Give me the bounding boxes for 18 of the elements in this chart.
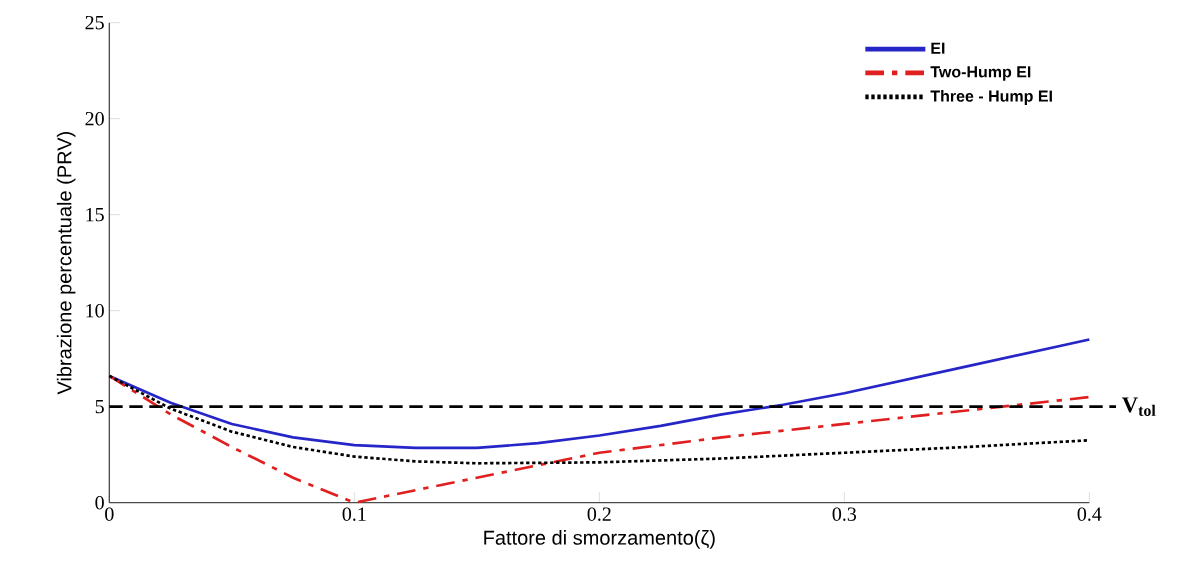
y-tick-label: 25 — [85, 15, 104, 30]
y-tick-label: 15 — [86, 207, 104, 222]
x-tick-label: 0 — [105, 507, 114, 521]
x-tick-label: 0.2 — [587, 507, 611, 521]
y-tick-label: 0 — [95, 495, 104, 510]
legend-label: EI — [931, 42, 945, 54]
y-tick-label: 5 — [95, 400, 104, 414]
y-tick-label: 20 — [85, 111, 104, 126]
y-axis-title: Vibrazione percentuale (PRV) — [56, 132, 76, 395]
x-tick-label: 0.3 — [832, 507, 857, 521]
x-tick-label: 0.1 — [342, 507, 366, 521]
legend-label: Two-Hump EI — [930, 66, 1031, 81]
x-tick-label: 0.4 — [1077, 507, 1102, 521]
line-series — [108, 338, 1091, 450]
ref-line-label: V$_{tol}$ — [1122, 397, 1156, 416]
y-tick-label: 10 — [86, 303, 104, 318]
x-axis-title: Fattore di smorzamento(ζ) — [484, 530, 715, 549]
legend-label: Three - Hump EI — [930, 90, 1052, 105]
